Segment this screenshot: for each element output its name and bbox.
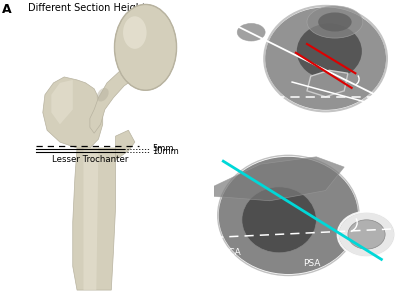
Text: PCA: PCA <box>222 78 239 86</box>
Ellipse shape <box>237 23 265 41</box>
Ellipse shape <box>219 157 358 274</box>
Circle shape <box>123 16 146 49</box>
Polygon shape <box>73 148 116 290</box>
Text: B: B <box>218 4 227 17</box>
Text: A: A <box>2 3 12 16</box>
Polygon shape <box>90 62 141 133</box>
Polygon shape <box>214 157 344 201</box>
Polygon shape <box>116 130 135 160</box>
Ellipse shape <box>97 88 109 102</box>
Text: PCA: PCA <box>223 247 241 257</box>
Ellipse shape <box>265 7 386 110</box>
Ellipse shape <box>318 12 352 31</box>
Circle shape <box>114 4 176 90</box>
Text: 5mm: 5mm <box>152 144 174 153</box>
Ellipse shape <box>242 187 316 253</box>
Polygon shape <box>84 148 98 290</box>
Text: AM-CT: AM-CT <box>285 113 314 122</box>
Text: 10mm: 10mm <box>152 147 179 156</box>
Text: Lesser Trochanter: Lesser Trochanter <box>52 155 128 163</box>
Polygon shape <box>307 70 348 97</box>
Text: C: C <box>218 154 227 167</box>
Circle shape <box>339 213 394 256</box>
Ellipse shape <box>307 6 363 38</box>
Circle shape <box>348 220 385 249</box>
Ellipse shape <box>297 23 362 79</box>
Text: PSA: PSA <box>303 259 321 268</box>
Polygon shape <box>43 77 103 148</box>
Text: Different Section Height: Different Section Height <box>28 3 146 13</box>
Polygon shape <box>51 80 73 124</box>
